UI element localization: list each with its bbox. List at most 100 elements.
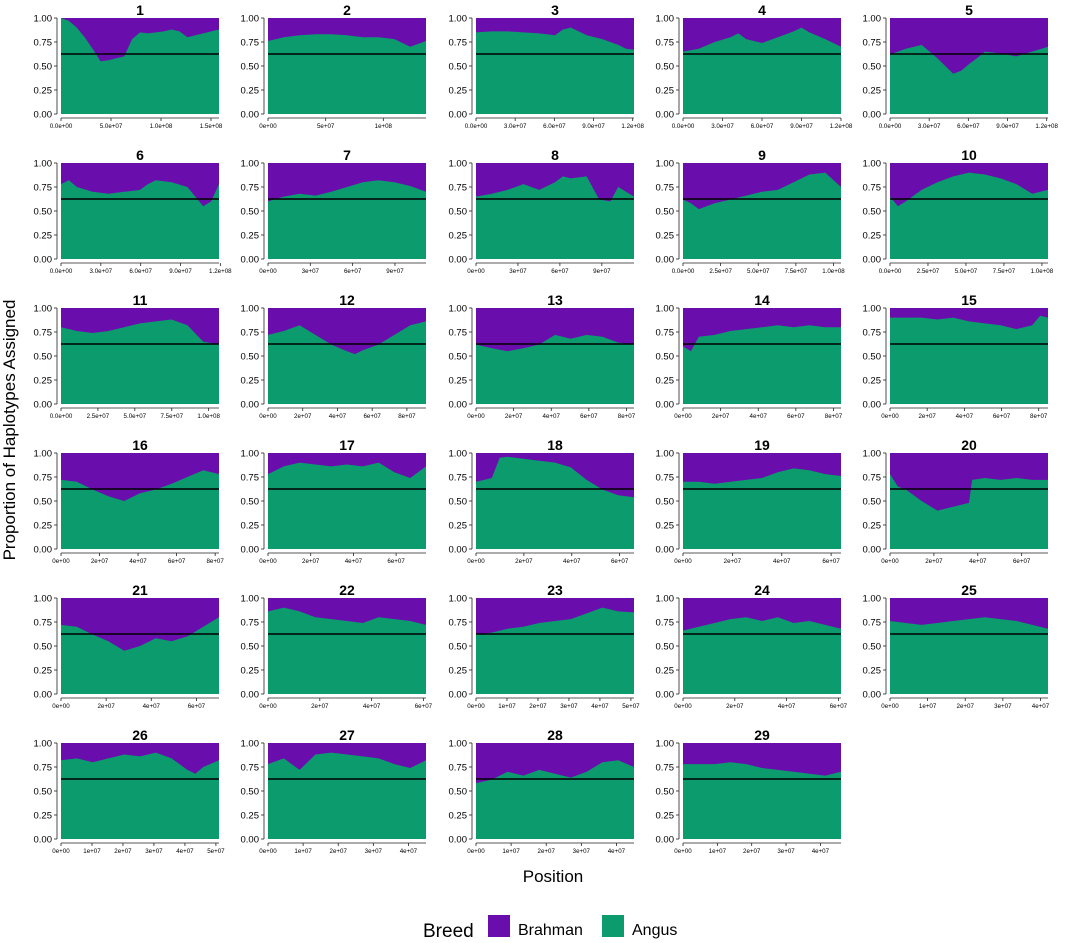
y-tick-label: 0.25	[34, 520, 53, 531]
x-tick-label: 6.0e+07	[751, 123, 774, 130]
panel-title: 8	[551, 147, 559, 163]
panel-title: 28	[547, 727, 563, 743]
x-tick-label: 0.0e+00	[50, 268, 73, 275]
y-tick-label: 1.00	[863, 13, 882, 24]
y-tick-label: 1.00	[241, 738, 260, 749]
y-tick-label: 0.50	[34, 206, 53, 217]
y-tick-label: 0.25	[863, 375, 882, 386]
x-tick-label: 4e+07	[750, 413, 768, 420]
y-tick-label: 0.25	[241, 520, 260, 531]
x-tick-label: 4e+07	[563, 558, 581, 565]
angus-area	[476, 456, 634, 549]
x-tick-label: 1e+07	[919, 703, 937, 710]
x-tick-label: 3e+07	[573, 848, 591, 855]
y-tick-label: 0.75	[863, 37, 882, 48]
y-tick-label: 1.00	[34, 593, 53, 604]
panel-chr-6: 6 0.00 0.25 0.50 0.75 1.00 0.0e+00 3.0e+07 6.0e+…	[34, 147, 233, 275]
x-tick-label: 1e+08	[375, 123, 393, 130]
panel-title: 20	[961, 437, 977, 453]
x-tick-label: 1e+07	[709, 848, 727, 855]
y-tick-label: 1.00	[241, 593, 260, 604]
x-tick-label: 6e+07	[363, 413, 381, 420]
y-tick-label: 0.75	[863, 617, 882, 628]
panel-chr-4: 4 0.00 0.25 0.50 0.75 1.00 0.0e+00 3.0e+07 6.0e+…	[656, 2, 853, 130]
y-tick-label: 0.75	[241, 327, 260, 338]
y-tick-label: 1.00	[241, 13, 260, 24]
y-tick-label: 0.75	[449, 182, 468, 193]
y-tick-label: 0.75	[241, 617, 260, 628]
y-tick-label: 0.00	[34, 254, 53, 265]
y-tick-label: 0.50	[241, 786, 260, 797]
panel-title: 1	[136, 2, 144, 18]
panel-title: 21	[132, 582, 148, 598]
y-tick-label: 0.00	[34, 689, 53, 700]
x-tick-label: 4e+07	[143, 703, 161, 710]
x-tick-label: 1.2e+08	[209, 268, 232, 275]
x-tick-label: 1.2e+08	[1035, 123, 1058, 130]
x-tick-label: 0e+00	[52, 703, 70, 710]
x-tick-label: 3e+07	[560, 703, 578, 710]
y-tick-label: 0.50	[656, 641, 675, 652]
x-tick-label: 2e+07	[91, 558, 109, 565]
x-tick-label: 4e+07	[329, 413, 347, 420]
x-tick-label: 7.5e+07	[160, 413, 183, 420]
x-tick-label: 4e+07	[608, 848, 626, 855]
panel-chr-16: 16 0.00 0.25 0.50 0.75 1.00 0e+00 2e+07 4e+07 6e+…	[34, 437, 225, 565]
x-tick-label: 3e+07	[145, 848, 163, 855]
x-tick-label: 1.5e+08	[200, 123, 223, 130]
x-tick-label: 4e+07	[345, 558, 363, 565]
angus-area	[890, 474, 1048, 549]
y-axis-label: Proportion of Haplotypes Assigned	[0, 300, 19, 561]
angus-area	[476, 176, 634, 259]
y-tick-label: 0.00	[863, 399, 882, 410]
y-tick-label: 0.75	[449, 472, 468, 483]
panel-chr-1: 1 0.00 0.25 0.50 0.75 1.00 0.0e+00 5.0e+07 1.0e+…	[34, 2, 223, 130]
y-tick-label: 0.25	[34, 85, 53, 96]
y-tick-label: 0.50	[449, 786, 468, 797]
y-tick-label: 1.00	[241, 448, 260, 459]
panel-chr-2: 2 0.00 0.25 0.50 0.75 1.00 0e+00 5e+07 1e+08	[241, 2, 426, 130]
panel-title: 9	[758, 147, 766, 163]
x-tick-label: 3e+07	[365, 848, 383, 855]
y-tick-label: 1.00	[241, 158, 260, 169]
x-tick-label: 0e+00	[259, 848, 277, 855]
y-tick-label: 0.25	[656, 375, 675, 386]
y-tick-label: 0.50	[863, 61, 882, 72]
x-tick-label: 2e+07	[515, 558, 533, 565]
x-tick-label: 6e+07	[611, 558, 629, 565]
angus-area	[61, 18, 219, 114]
x-tick-label: 4e+07	[812, 848, 830, 855]
legend-label-angus: Angus	[632, 922, 677, 939]
x-tick-label: 4e+07	[129, 558, 147, 565]
y-tick-label: 0.75	[34, 37, 53, 48]
x-tick-label: 3.0e+07	[90, 268, 113, 275]
angus-area	[683, 325, 841, 404]
x-tick-label: 2.5e+07	[709, 268, 732, 275]
y-tick-label: 0.75	[656, 327, 675, 338]
y-tick-label: 0.50	[241, 496, 260, 507]
y-tick-label: 1.00	[34, 303, 53, 314]
x-tick-label: 3e+07	[994, 703, 1012, 710]
x-tick-label: 4e+07	[363, 703, 381, 710]
panel-title: 29	[754, 727, 770, 743]
y-tick-label: 0.25	[863, 520, 882, 531]
y-tick-label: 1.00	[34, 158, 53, 169]
y-tick-label: 0.75	[34, 327, 53, 338]
y-tick-label: 0.00	[863, 109, 882, 120]
y-tick-label: 0.00	[449, 399, 468, 410]
legend: Breed Brahman Angus	[423, 915, 677, 942]
y-tick-label: 0.50	[34, 61, 53, 72]
x-tick-label: 0.0e+00	[672, 268, 695, 275]
x-tick-label: 2e+07	[925, 558, 943, 565]
x-tick-label: 2e+07	[311, 703, 329, 710]
x-tick-label: 0e+00	[467, 848, 485, 855]
y-tick-label: 1.00	[863, 158, 882, 169]
x-tick-label: 6e+07	[580, 413, 598, 420]
x-tick-label: 0e+00	[881, 703, 899, 710]
x-axis-label: Position	[523, 867, 583, 886]
y-tick-label: 1.00	[34, 738, 53, 749]
panel-title: 13	[547, 292, 563, 308]
x-tick-label: 2e+07	[505, 413, 523, 420]
x-tick-label: 3e+07	[777, 848, 795, 855]
